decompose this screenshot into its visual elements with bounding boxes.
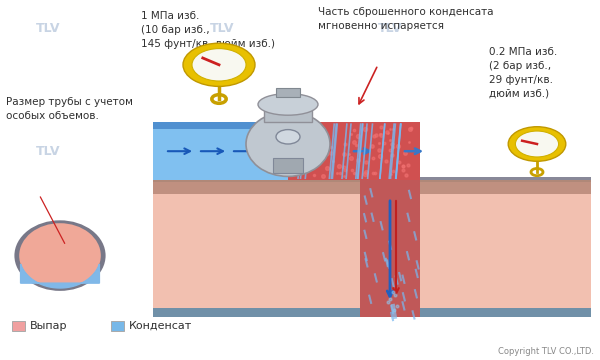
Text: TLV: TLV (378, 145, 402, 158)
Text: TLV: TLV (210, 145, 234, 158)
Text: TLV: TLV (210, 22, 234, 35)
Text: TLV: TLV (378, 274, 402, 287)
Bar (153, 180, 591, 182)
Text: Конденсат: Конденсат (129, 321, 192, 331)
Text: Часть сброшенного конденсата
мгновенно испаряется: Часть сброшенного конденсата мгновенно и… (318, 7, 493, 31)
Bar (153, 180, 591, 317)
Ellipse shape (246, 112, 330, 176)
Ellipse shape (14, 220, 106, 291)
Text: 0.2 МПа изб.
(2 бар изб.,
29 фунт/кв.
дюйм изб.): 0.2 МПа изб. (2 бар изб., 29 фунт/кв. дю… (489, 47, 557, 99)
Bar (264, 101, 312, 122)
Text: TLV: TLV (36, 274, 60, 287)
Text: TLV: TLV (378, 22, 402, 35)
Bar (153, 177, 591, 180)
Text: 1 МПа изб.
(10 бар изб.,
145 фунт/кв. дюйм изб.): 1 МПа изб. (10 бар изб., 145 фунт/кв. дю… (141, 11, 275, 49)
Ellipse shape (258, 94, 318, 115)
Circle shape (192, 49, 246, 81)
Text: Размер трубы с учетом
особых объемов.: Размер трубы с учетом особых объемов. (6, 97, 133, 121)
Bar (111, 321, 124, 331)
Bar (12, 321, 25, 331)
Bar (360, 180, 420, 317)
Bar (153, 122, 288, 129)
Bar (273, 158, 303, 173)
Bar (153, 308, 591, 317)
Text: Copyright TLV CO.,LTD.: Copyright TLV CO.,LTD. (498, 347, 594, 356)
Circle shape (508, 127, 566, 161)
Bar (153, 180, 591, 194)
Text: TLV: TLV (210, 274, 234, 287)
Bar (282, 144, 300, 158)
Bar (276, 88, 300, 97)
Circle shape (515, 131, 559, 157)
Polygon shape (20, 264, 100, 288)
Text: TLV: TLV (36, 22, 60, 35)
Text: TLV: TLV (36, 145, 60, 158)
Bar (153, 122, 288, 180)
Ellipse shape (19, 223, 101, 288)
Text: Выпар: Выпар (30, 321, 67, 331)
Circle shape (276, 130, 300, 144)
Bar (282, 144, 300, 158)
Circle shape (183, 43, 255, 86)
Bar (288, 122, 420, 180)
